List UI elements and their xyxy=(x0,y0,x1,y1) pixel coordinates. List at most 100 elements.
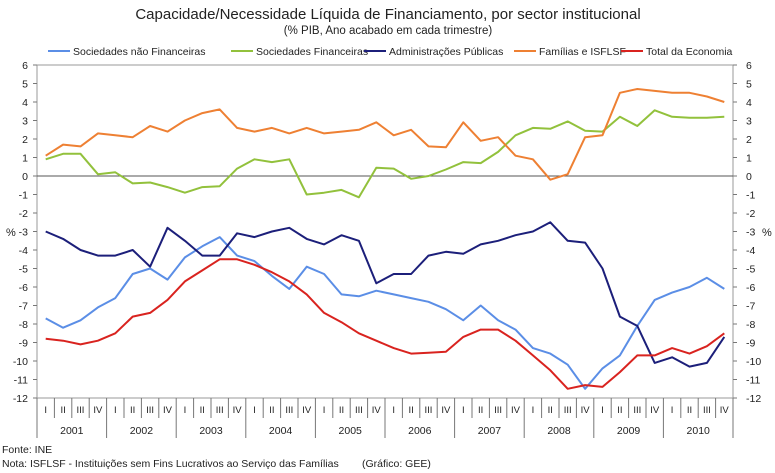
y-tick-label-left: -2 xyxy=(19,208,28,220)
year-label: 2008 xyxy=(547,425,571,437)
series-line xyxy=(45,236,725,390)
legend-label: Administrações Públicas xyxy=(389,46,503,58)
year-label: 2009 xyxy=(617,425,641,437)
y-tick-label-right: 4 xyxy=(746,97,752,109)
y-tick-label-left: 6 xyxy=(22,60,28,72)
y-tick-label-left: 0 xyxy=(22,171,28,183)
x-tick-label: III xyxy=(494,405,502,416)
series-layer xyxy=(45,88,726,390)
x-tick-label: IV xyxy=(650,405,660,416)
x-tick-label: III xyxy=(425,405,433,416)
y-tick-label-right: -6 xyxy=(746,282,755,294)
x-tick-label: I xyxy=(671,405,674,416)
x-tick-label: III xyxy=(77,405,85,416)
x-tick-label: IV xyxy=(302,405,312,416)
x-tick-label: I xyxy=(184,405,187,416)
y-tick-label-left: 4 xyxy=(22,97,28,109)
y-tick-label-left: -6 xyxy=(19,282,28,294)
y-tick-label-right: -11 xyxy=(746,375,761,387)
y-tick-label-left: -12 xyxy=(13,393,28,405)
x-tick-label: II xyxy=(687,405,692,416)
plot-border xyxy=(36,64,734,399)
x-tick-label: III xyxy=(146,405,154,416)
x-tick-label: III xyxy=(355,405,363,416)
x-tick-label: II xyxy=(269,405,274,416)
x-tick-label: III xyxy=(633,405,641,416)
year-label: 2007 xyxy=(478,425,502,437)
x-tick-label: IV xyxy=(93,405,103,416)
x-tick-label: II xyxy=(339,405,344,416)
year-label: 2004 xyxy=(269,425,293,437)
x-tick-label: I xyxy=(253,405,256,416)
y-tick-label-right: -10 xyxy=(746,356,761,368)
y-tick-label-left: 1 xyxy=(22,153,28,165)
footer-source: Fonte: INE xyxy=(2,444,52,456)
x-tick-label: IV xyxy=(511,405,521,416)
y-tick-label-right: 6 xyxy=(746,60,752,72)
y-tick-label-left: 2 xyxy=(22,134,28,146)
year-label: 2006 xyxy=(408,425,432,437)
y-tick-label-left: -7 xyxy=(19,301,28,313)
legend: Sociedades não Financeiras Sociedades Fin… xyxy=(48,46,733,58)
year-label: 2001 xyxy=(60,425,84,437)
y-axis-label-left: % xyxy=(6,227,16,239)
series-line xyxy=(45,221,726,368)
x-tick-label: II xyxy=(478,405,483,416)
y-tick-label-right: -1 xyxy=(746,190,755,202)
chart-title: Capacidade/Necessidade Líquida de Financ… xyxy=(135,6,640,23)
x-tick-label: I xyxy=(114,405,117,416)
x-tick-label: III xyxy=(216,405,224,416)
y-tick-label-left: 3 xyxy=(22,116,28,128)
x-tick-label: III xyxy=(564,405,572,416)
legend-label: Sociedades não Financeiras xyxy=(73,46,206,58)
y-tick-label-right: -8 xyxy=(746,319,755,331)
x-tick-label: IV xyxy=(163,405,173,416)
legend-label: Famílias e ISFLSF xyxy=(539,46,626,58)
y-tick-label-left: 5 xyxy=(22,79,28,91)
y-tick-label-right: -2 xyxy=(746,208,755,220)
y-tick-label-right: -7 xyxy=(746,301,755,313)
x-tick-label: I xyxy=(532,405,535,416)
y-tick-label-right: 1 xyxy=(746,153,752,165)
y-tick-label-right: 2 xyxy=(746,134,752,146)
x-tick-label: I xyxy=(601,405,604,416)
footer-credit: (Gráfico: GEE) xyxy=(362,458,431,470)
x-tick-label: I xyxy=(462,405,465,416)
year-label: 2005 xyxy=(339,425,363,437)
x-tick-label: I xyxy=(323,405,326,416)
x-tick-label: IV xyxy=(233,405,243,416)
year-label: 2003 xyxy=(199,425,223,437)
x-tick-label: III xyxy=(285,405,293,416)
y-axis-label-right: % xyxy=(762,227,772,239)
series-line xyxy=(45,88,725,181)
y-tick-label-right: -9 xyxy=(746,338,755,350)
year-label: 2010 xyxy=(687,425,711,437)
year-label: 2002 xyxy=(130,425,154,437)
footer-note: Nota: ISFLSF - Instituições sem Fins Luc… xyxy=(2,458,339,470)
y-tick-label-left: -11 xyxy=(14,375,29,387)
y-tick-label-right: 0 xyxy=(746,171,752,183)
axes: 6 6 5 5 4 4 3 3 2 2 1 1 0 0 -1 -1 -2 -2 -3 -3 -4 -4 -5 -5 -6 -6 -7… xyxy=(13,60,761,438)
x-tick-label: I xyxy=(44,405,47,416)
series-line xyxy=(45,258,725,390)
x-tick-label: II xyxy=(60,405,65,416)
x-tick-label: IV xyxy=(441,405,451,416)
y-tick-label-left: -1 xyxy=(19,190,28,202)
y-tick-label-right: -5 xyxy=(746,264,755,276)
legend-label: Sociedades Financeiras xyxy=(256,46,368,58)
x-tick-label: III xyxy=(703,405,711,416)
x-tick-label: I xyxy=(392,405,395,416)
x-tick-label: II xyxy=(548,405,553,416)
y-tick-label-right: 5 xyxy=(746,79,752,91)
x-tick-label: II xyxy=(617,405,622,416)
x-tick-label: IV xyxy=(581,405,591,416)
y-tick-label-left: -4 xyxy=(19,245,28,257)
y-tick-label-right: -4 xyxy=(746,245,755,257)
series-line xyxy=(45,109,725,199)
y-tick-label-left: -8 xyxy=(19,319,28,331)
y-tick-label-left: -9 xyxy=(19,338,28,350)
plot-area xyxy=(36,64,734,399)
chart-subtitle: (% PIB, Ano acabado em cada trimestre) xyxy=(284,25,493,37)
y-tick-label-right: -3 xyxy=(746,227,755,239)
